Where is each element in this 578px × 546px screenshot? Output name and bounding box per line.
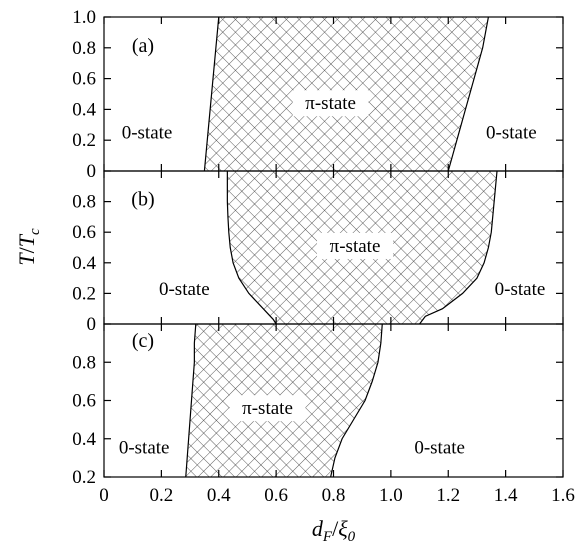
zero-state-label: 0-state [119,437,170,458]
right-boundary-line [330,324,383,477]
y-tick-label: 0.6 [72,69,96,90]
zero-state-label: 0-state [495,279,546,300]
y-tick-label: 0 [87,161,97,182]
y-tick-label: 0.2 [72,283,96,304]
pi-state-label: π-state [305,93,356,114]
panel-1: 0 0.2 0.4 0.6 0.8 1.0 (a) π-state 0-state 0-state [72,7,564,182]
x-tick-label: 1.2 [436,485,460,506]
x-tick-label: 0.6 [264,485,288,506]
x-tick-label: 0.8 [322,485,346,506]
y-tick-label: 0.8 [72,192,96,213]
y-tick-label: 0.8 [72,352,96,373]
y-tick-label: 0.2 [72,467,96,488]
y-tick-label: 1.0 [72,7,96,28]
x-tick-label: 1.0 [379,485,403,506]
zero-state-label: 0-state [486,123,537,144]
zero-state-label: 0-state [159,279,210,300]
right-boundary-line [419,171,498,324]
y-tick-label: 0.8 [72,38,96,59]
pi-state-label: π-state [242,398,293,419]
y-tick-label: 0.2 [72,130,96,151]
zero-state-label: 0-state [122,123,173,144]
x-axis: 0 0.2 0.4 0.6 0.8 1.0 1.2 1.4 1.6 [99,485,575,506]
right-boundary-line [447,17,490,171]
left-boundary-line [203,17,220,171]
panel-tag: (b) [131,189,154,211]
y-tick-label: 0.4 [72,253,96,274]
x-tick-label: 0 [99,485,109,506]
left-boundary-line [226,171,277,324]
zero-state-label: 0-state [414,437,465,458]
pi-state-label: π-state [330,236,381,257]
label-background [317,232,394,259]
y-tick-label: 0.4 [72,99,96,120]
left-boundary-line [185,324,197,477]
x-tick-label: 1.6 [551,485,575,506]
panel-tag: (a) [132,35,154,57]
y-axis-label: T/Tc [14,228,43,266]
y-tick-label: 0.6 [72,391,96,412]
x-axis-label: dF/ξ0 [312,516,356,545]
y-tick-label: 0.4 [72,429,96,450]
panel-2: 0 0.2 0.4 0.6 0.8 (b) π-state 0-state 0-state [72,170,564,335]
y-tick-label: 0.6 [72,222,96,243]
y-tick-label: 0 [87,314,97,335]
label-background [292,90,369,117]
x-tick-label: 1.4 [494,485,518,506]
x-tick-label: 0.4 [207,485,231,506]
panel-tag: (c) [132,330,154,352]
x-tick-label: 0.2 [150,485,174,506]
panel-3: 0.2 0.4 0.6 0.8 (c) π-state 0-state 0-state [72,323,564,488]
panels-group: 0 0.2 0.4 0.6 0.8 1.0 (a) π-state 0-state 0-state… [72,7,564,488]
label-background [229,395,306,422]
